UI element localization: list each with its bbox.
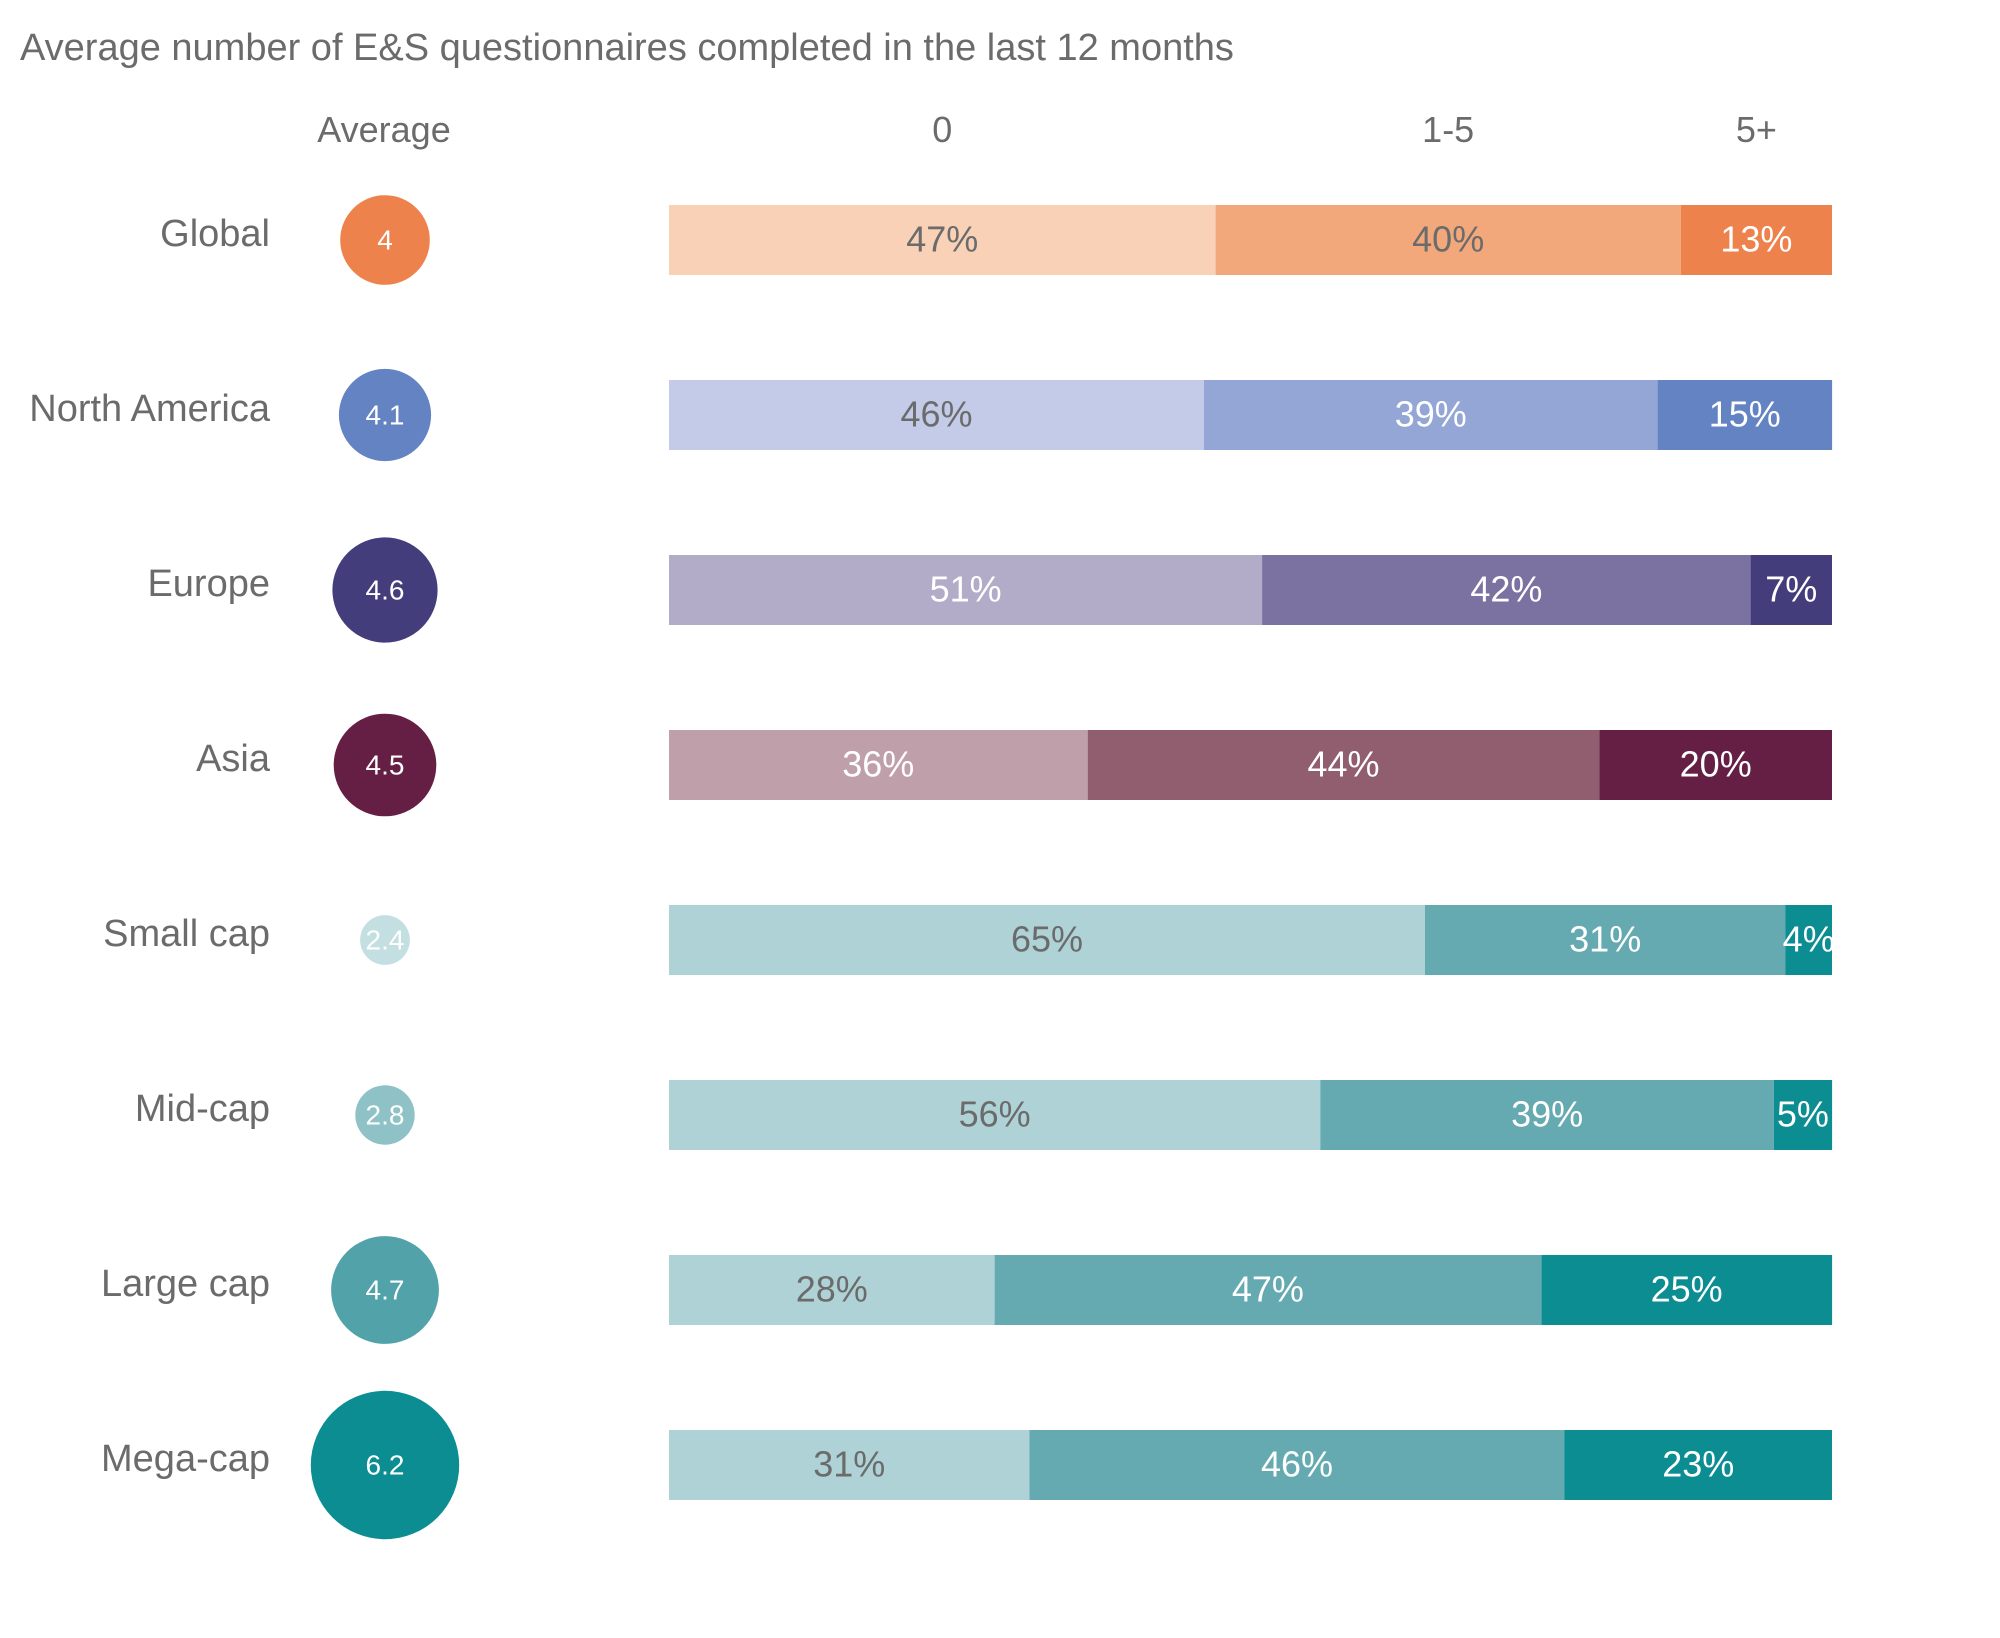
bar-segment-1-5 xyxy=(1215,205,1681,275)
bar-value-label: 15% xyxy=(1709,394,1781,435)
average-value-label: 4 xyxy=(377,224,393,255)
bar-segment-0 xyxy=(669,905,1425,975)
bar-segment-0 xyxy=(669,1255,995,1325)
row-label: Large cap xyxy=(101,1263,270,1305)
bar-segment-5-plus xyxy=(1657,380,1833,450)
average-bubble xyxy=(331,1236,439,1344)
bar-segment-1-5 xyxy=(1029,1430,1565,1500)
bar-value-label: 42% xyxy=(1470,569,1542,610)
row-label: Europe xyxy=(147,563,270,605)
chart-row: Small cap 2.4 65% 31% 4% xyxy=(103,905,1835,975)
bar-value-label: 40% xyxy=(1412,219,1484,260)
bar-value-label: 5% xyxy=(1777,1094,1829,1135)
average-bubble xyxy=(338,368,432,462)
bar-value-label: 56% xyxy=(959,1094,1031,1135)
chart-rows: Global 4 47% 40% 13% North America 4.1 46% 39% 15… xyxy=(29,195,1835,1540)
bar-value-label: 4% xyxy=(1783,919,1835,960)
average-bubble xyxy=(333,713,437,817)
average-value-label: 4.5 xyxy=(366,749,405,780)
average-value-label: 4.7 xyxy=(366,1274,405,1305)
row-label: Mega-cap xyxy=(101,1438,270,1480)
bar-value-label: 36% xyxy=(842,744,914,785)
average-bubble xyxy=(310,1390,460,1540)
bar-segment-0 xyxy=(669,205,1216,275)
bar-segment-0 xyxy=(669,1430,1030,1500)
bar-segment-1-5 xyxy=(994,1255,1542,1325)
bar-value-label: 46% xyxy=(900,394,972,435)
bar-segment-0 xyxy=(669,1080,1321,1150)
bar-segment-1-5 xyxy=(1320,1080,1774,1150)
average-value-label: 2.4 xyxy=(366,924,405,955)
bar-segment-5-plus xyxy=(1564,1430,1832,1500)
bar-value-label: 44% xyxy=(1307,744,1379,785)
row-label: Small cap xyxy=(103,913,270,955)
bar-segment-5-plus xyxy=(1680,205,1832,275)
average-value-label: 4.1 xyxy=(366,399,405,430)
bar-segment-5-plus xyxy=(1773,1080,1833,1150)
bar-segment-5-plus xyxy=(1750,555,1832,625)
row-label: Asia xyxy=(196,738,271,780)
bar-value-label: 31% xyxy=(813,1444,885,1485)
average-value-label: 4.6 xyxy=(366,574,405,605)
bar-value-label: 7% xyxy=(1765,569,1817,610)
chart-row: Global 4 47% 40% 13% xyxy=(160,195,1832,285)
average-bubble xyxy=(355,1085,415,1145)
bar-segment-1-5 xyxy=(1087,730,1600,800)
bar-segment-0 xyxy=(669,730,1088,800)
chart-row: Asia 4.5 36% 44% 20% xyxy=(196,713,1832,817)
average-bubble xyxy=(340,195,430,285)
row-label: Global xyxy=(160,213,270,255)
segment-headers: 0 1-5 5+ xyxy=(932,109,1777,150)
average-bubble xyxy=(332,537,438,643)
chart-row: Mega-cap 6.2 31% 46% 23% xyxy=(101,1390,1832,1540)
bar-value-label: 23% xyxy=(1662,1444,1734,1485)
bar-value-label: 51% xyxy=(930,569,1002,610)
bar-value-label: 65% xyxy=(1011,919,1083,960)
bar-segment-1-5 xyxy=(1262,555,1751,625)
bar-value-label: 47% xyxy=(1232,1269,1304,1310)
bar-value-label: 28% xyxy=(796,1269,868,1310)
segment-header-1: 1-5 xyxy=(1422,109,1474,150)
bar-segment-1-5 xyxy=(1425,905,1786,975)
bar-value-label: 39% xyxy=(1511,1094,1583,1135)
bar-segment-1-5 xyxy=(1204,380,1658,450)
bar-value-label: 13% xyxy=(1720,219,1792,260)
segment-header-2: 5+ xyxy=(1736,109,1777,150)
bar-segment-0 xyxy=(669,555,1263,625)
bar-segment-5-plus xyxy=(1599,730,1832,800)
average-value-label: 2.8 xyxy=(366,1099,405,1130)
segment-header-0: 0 xyxy=(932,109,952,150)
bar-segment-0 xyxy=(669,380,1204,450)
chart-row: Mid-cap 2.8 56% 39% 5% xyxy=(135,1080,1833,1150)
row-label: North America xyxy=(29,388,271,430)
bar-value-label: 39% xyxy=(1395,394,1467,435)
chart-title: Average number of E&S questionnaires com… xyxy=(20,27,1234,69)
bar-value-label: 25% xyxy=(1651,1269,1723,1310)
chart-row: North America 4.1 46% 39% 15% xyxy=(29,368,1833,462)
average-bubble xyxy=(360,915,410,965)
bar-value-label: 46% xyxy=(1261,1444,1333,1485)
bar-segment-5-plus xyxy=(1785,905,1832,975)
bar-value-label: 47% xyxy=(906,219,978,260)
bar-segment-5-plus xyxy=(1541,1255,1833,1325)
chart-row: Europe 4.6 51% 42% 7% xyxy=(147,537,1832,643)
chart-row: Large cap 4.7 28% 47% 25% xyxy=(101,1236,1833,1344)
average-value-label: 6.2 xyxy=(366,1449,405,1480)
bar-value-label: 31% xyxy=(1569,919,1641,960)
bar-value-label: 20% xyxy=(1680,744,1752,785)
row-label: Mid-cap xyxy=(135,1088,270,1130)
average-column-header: Average xyxy=(317,109,450,150)
